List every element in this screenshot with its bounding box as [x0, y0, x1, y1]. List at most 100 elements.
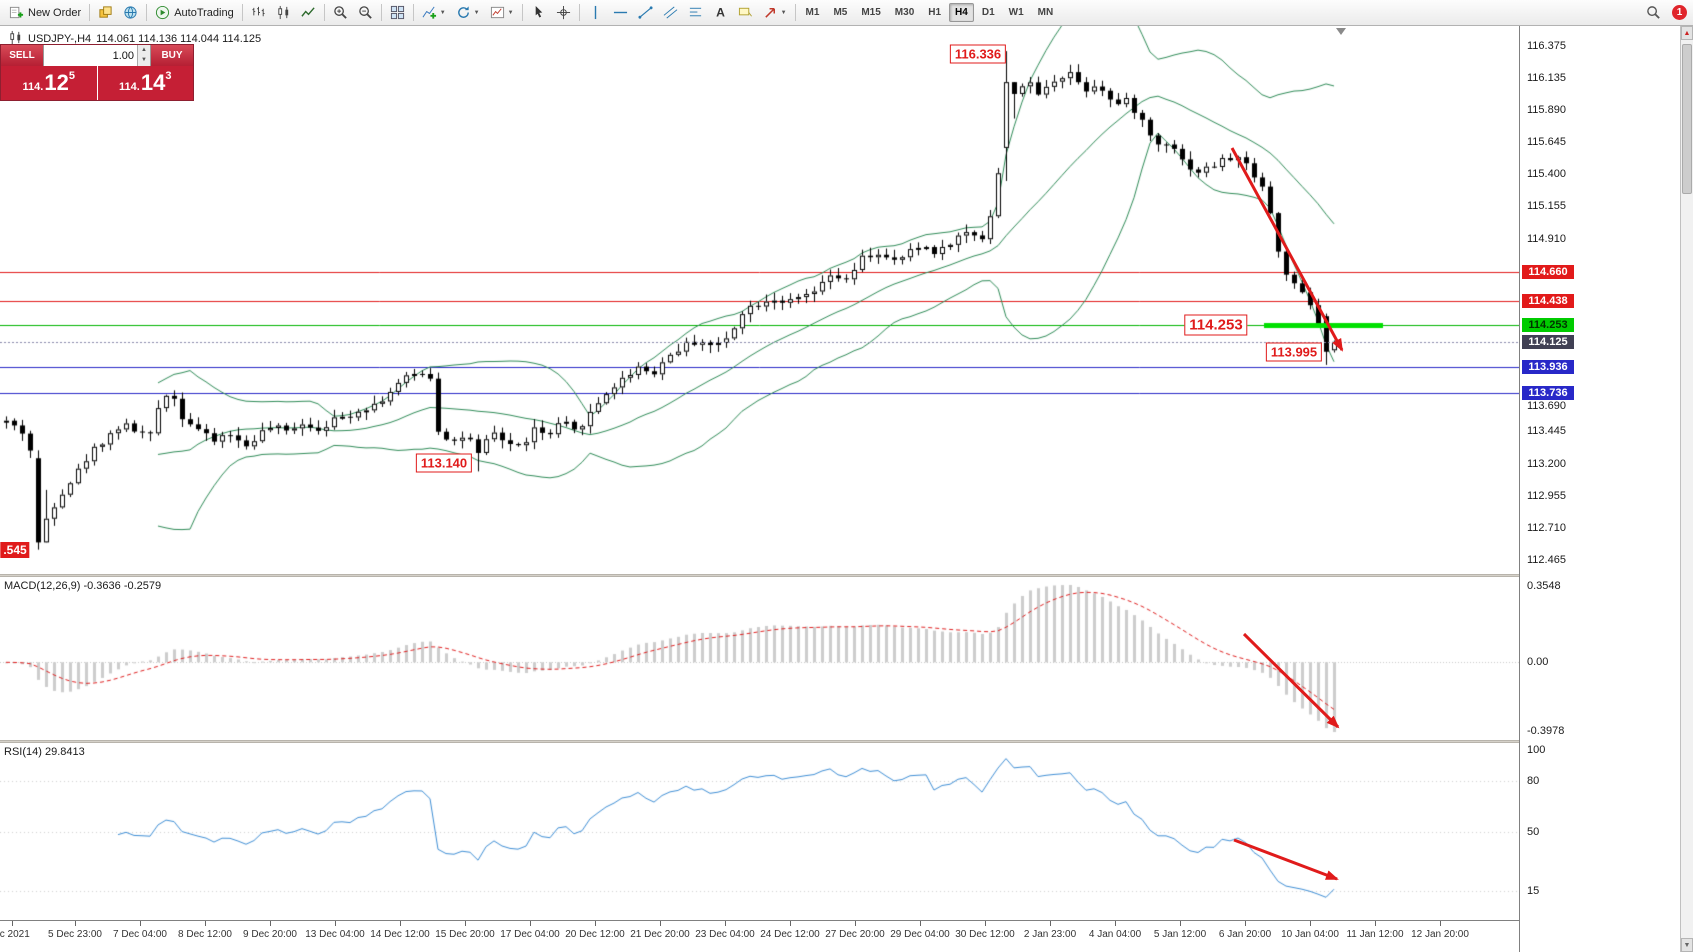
- time-tick: [1245, 921, 1246, 926]
- chart-window: USDJPY-,H4 114.061 114.136 114.044 114.1…: [0, 26, 1693, 952]
- time-tick: [920, 921, 921, 926]
- timeframe-m5-button[interactable]: M5: [833, 7, 848, 18]
- scroll-up-button[interactable]: ▲: [1681, 26, 1693, 40]
- time-tick: [660, 921, 661, 926]
- buy-price-panel[interactable]: 114. 14 3: [97, 66, 193, 100]
- buy-button[interactable]: BUY: [151, 45, 193, 66]
- cursor-button[interactable]: [526, 1, 551, 25]
- zoom-in-button[interactable]: [328, 1, 353, 25]
- volume-spinner[interactable]: ▲ ▼: [137, 45, 150, 66]
- time-label: 6 Jan 20:00: [1218, 929, 1272, 940]
- timeframe-d1-button[interactable]: D1: [981, 7, 995, 18]
- time-label: 14 Dec 12:00: [370, 929, 430, 940]
- rsi-canvas[interactable]: [0, 743, 1519, 920]
- chart-shift-marker[interactable]: [1336, 28, 1346, 35]
- horizontal-line-button[interactable]: [608, 1, 633, 25]
- vertical-scrollbar[interactable]: ▲ ▼: [1680, 26, 1693, 952]
- arrows-button[interactable]: ▼: [758, 1, 792, 25]
- price-tick-label: 116.135: [1527, 71, 1566, 84]
- zoom-out-button[interactable]: [353, 1, 378, 25]
- time-tick: [140, 921, 141, 926]
- timeframe-w1-button[interactable]: W1: [1008, 7, 1024, 18]
- vertical-line-button[interactable]: [583, 1, 608, 25]
- charts-button[interactable]: [93, 1, 118, 25]
- timeframe-h4-button[interactable]: H4: [949, 3, 974, 22]
- timeframe-h1-button[interactable]: H1: [928, 7, 942, 18]
- price-level-box: 114.125: [1522, 334, 1574, 349]
- chart-ohlc-header: USDJPY-,H4 114.061 114.136 114.044 114.1…: [8, 30, 261, 48]
- macd-canvas[interactable]: [0, 577, 1519, 740]
- text-button[interactable]: A: [708, 1, 733, 25]
- timeframe-m1-button[interactable]: M1: [805, 7, 820, 18]
- price-level-box: 113.736: [1522, 386, 1574, 401]
- text-label-button[interactable]: [733, 1, 758, 25]
- ask-point: 3: [165, 70, 172, 82]
- rsi-header: RSI(14) 29.8413: [4, 746, 85, 758]
- volume-field[interactable]: 1.00 ▲ ▼: [43, 45, 151, 66]
- price-level-box: 114.438: [1522, 293, 1574, 308]
- one-click-trading-widget: SELL 1.00 ▲ ▼ BUY 114. 12 5 114. 14 3: [0, 44, 194, 101]
- new-order-icon: [9, 6, 24, 19]
- time-tick: [985, 921, 986, 926]
- scroll-down-button[interactable]: ▼: [1681, 938, 1693, 952]
- price-tick-label: 112.955: [1527, 489, 1566, 502]
- line-chart-button[interactable]: [296, 1, 321, 25]
- price-axis[interactable]: 116.375 116.135 115.890 115.645 115.400 115.1…: [1519, 26, 1681, 952]
- mid-low-price-label[interactable]: 113.140: [415, 453, 473, 473]
- main-chart-canvas[interactable]: [0, 26, 1519, 574]
- price-tick-label: 115.645: [1527, 135, 1566, 148]
- channel-button[interactable]: [658, 1, 683, 25]
- time-tick: [1115, 921, 1116, 926]
- volume-value[interactable]: 1.00: [112, 49, 134, 62]
- price-level-box: 114.253: [1522, 318, 1574, 333]
- new-order-button-label: New Order: [28, 6, 82, 19]
- time-tick: [1375, 921, 1376, 926]
- scroll-thumb[interactable]: [1682, 44, 1692, 194]
- time-label: 10 Jan 04:00: [1281, 929, 1339, 940]
- trendline-button[interactable]: [633, 1, 658, 25]
- timeframe-m15-button[interactable]: M15: [861, 7, 881, 18]
- channel-icon: [663, 6, 677, 19]
- chart-symbol-icon: [8, 30, 23, 48]
- bar-chart-button[interactable]: [246, 1, 271, 25]
- left-low-price-label[interactable]: .545: [0, 542, 30, 558]
- recent-low-price-label[interactable]: 113.995: [1265, 342, 1323, 362]
- rsi-scale-label: 80: [1527, 774, 1540, 787]
- price-level-box: 113.936: [1522, 359, 1574, 374]
- time-tick: [1440, 921, 1441, 926]
- indicators-button[interactable]: ▼: [417, 1, 451, 25]
- time-tick: [205, 921, 206, 926]
- notification-badge[interactable]: 1: [1672, 5, 1687, 20]
- macd-scale-label: -0.3978: [1527, 725, 1565, 737]
- new-order-button[interactable]: New Order: [4, 1, 86, 25]
- crosshair-button[interactable]: [551, 1, 576, 25]
- pivot-price-label[interactable]: 114.253: [1184, 314, 1248, 336]
- search-button[interactable]: [1641, 1, 1666, 25]
- peak-price-label[interactable]: 116.336: [949, 44, 1007, 64]
- panel-separator[interactable]: [0, 574, 1519, 577]
- timeframe-m30-button[interactable]: M30: [894, 7, 915, 18]
- macd-header: MACD(12,26,9) -0.3636 -0.2579: [4, 580, 162, 592]
- sell-price-panel[interactable]: 114. 12 5: [1, 66, 97, 100]
- panel-separator[interactable]: [0, 740, 1519, 743]
- time-axis[interactable]: ec 2021 5 Dec 23:00 7 Dec 04:00 8 Dec 12:00…: [0, 920, 1519, 952]
- time-tick: [465, 921, 466, 926]
- timeframe-mn-button[interactable]: MN: [1037, 7, 1054, 18]
- time-tick: [530, 921, 531, 926]
- spinner-up-icon[interactable]: ▲: [141, 47, 147, 53]
- candlestick-chart-button[interactable]: [271, 1, 296, 25]
- price-tick-label: 112.465: [1527, 554, 1566, 567]
- zoom-in-icon: [333, 6, 347, 19]
- templates-button[interactable]: ▼: [485, 1, 519, 25]
- fibonacci-button[interactable]: [683, 1, 708, 25]
- sell-button[interactable]: SELL: [1, 45, 43, 66]
- spinner-down-icon[interactable]: ▼: [141, 57, 147, 63]
- profiles-button[interactable]: [118, 1, 143, 25]
- time-label: ec 2021: [0, 929, 30, 940]
- price-tick-label: 115.890: [1527, 103, 1566, 116]
- tile-windows-button[interactable]: [385, 1, 410, 25]
- periods-button[interactable]: ▼: [451, 1, 485, 25]
- autotrading-button[interactable]: AutoTrading: [150, 1, 239, 25]
- time-label: 23 Dec 04:00: [695, 929, 755, 940]
